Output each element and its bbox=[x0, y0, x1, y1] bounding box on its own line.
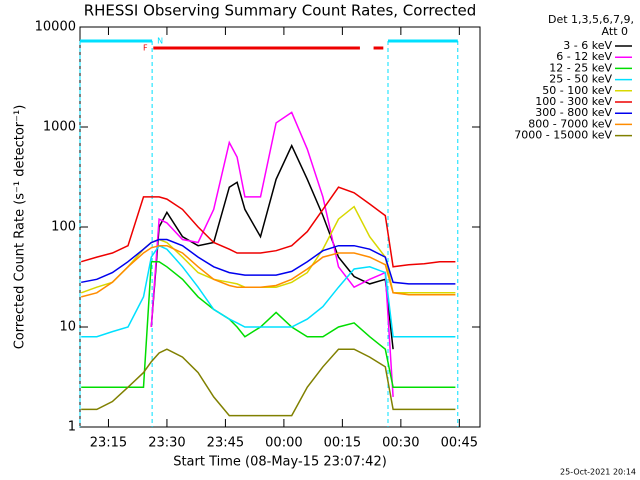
y-tick-label: 10000 bbox=[35, 20, 76, 35]
legend-label: 25 - 50 keV bbox=[549, 73, 612, 86]
legend-header: Det 1,3,5,6,7,9, bbox=[548, 13, 634, 26]
series-line bbox=[81, 244, 456, 338]
legend-label: 7000 - 15000 keV bbox=[514, 129, 612, 142]
x-tick-label: 00:45 bbox=[441, 436, 478, 451]
legend-label: 800 - 7000 keV bbox=[528, 117, 612, 130]
legend-label: 300 - 800 keV bbox=[535, 106, 612, 119]
y-tick-label: 1000 bbox=[43, 120, 76, 135]
series-line bbox=[150, 143, 394, 350]
flag-label: N bbox=[157, 37, 163, 46]
y-tick-label: 1 bbox=[68, 420, 76, 435]
x-tick-label: 23:15 bbox=[90, 436, 127, 451]
x-tick-label: 00:30 bbox=[382, 436, 419, 451]
legend-label: 12 - 25 keV bbox=[549, 61, 612, 74]
legend-header: Att 0 bbox=[602, 25, 628, 38]
legend-label: 6 - 12 keV bbox=[556, 50, 612, 63]
series-line bbox=[81, 348, 456, 417]
series-line bbox=[80, 186, 456, 268]
chart-title: RHESSI Observing Summary Count Rates, Co… bbox=[84, 2, 477, 20]
series-line bbox=[81, 244, 456, 298]
x-tick-label: 23:45 bbox=[207, 436, 244, 451]
plot-frame bbox=[79, 26, 481, 428]
y-tick-label: 10 bbox=[59, 320, 76, 335]
legend-label: 3 - 6 keV bbox=[563, 39, 612, 52]
flag-label: F bbox=[143, 44, 148, 53]
y-axis-label: Corrected Count Rate (s⁻¹ detector⁻¹) bbox=[13, 105, 28, 350]
series-line bbox=[80, 205, 456, 294]
series-line bbox=[81, 238, 456, 285]
series-line bbox=[81, 260, 456, 388]
legend-label: 50 - 100 keV bbox=[542, 84, 612, 97]
x-axis-label: Start Time (08-May-15 23:07:42) bbox=[173, 455, 387, 470]
y-tick-label: 100 bbox=[51, 220, 76, 235]
x-tick-label: 00:00 bbox=[265, 436, 302, 451]
x-tick-label: 00:15 bbox=[324, 436, 361, 451]
timestamp: 25-Oct-2021 20:14 bbox=[560, 468, 636, 477]
x-tick-label: 23:30 bbox=[148, 436, 185, 451]
series-line bbox=[150, 111, 394, 397]
legend-label: 100 - 300 keV bbox=[535, 95, 612, 108]
